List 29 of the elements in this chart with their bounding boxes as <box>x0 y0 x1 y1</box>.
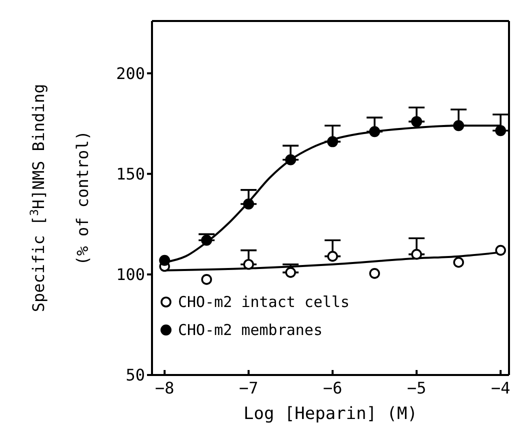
x-tick-label: −7 <box>238 378 258 398</box>
x-tick-label: −8 <box>154 378 174 398</box>
x-tick-label: −5 <box>406 378 426 398</box>
point <box>285 267 296 278</box>
point <box>327 136 338 148</box>
y-tick-label: 50 <box>126 366 145 385</box>
point <box>243 198 254 210</box>
point <box>285 154 296 166</box>
y-tick-label: 100 <box>116 265 145 284</box>
point <box>327 250 338 262</box>
point <box>453 256 464 268</box>
y-tick-label: 200 <box>116 64 145 83</box>
y-tick-label: 150 <box>116 164 145 184</box>
point <box>369 126 380 138</box>
point <box>411 116 422 128</box>
point <box>243 258 254 270</box>
legend-label: CHO-m2 intact cells <box>178 293 350 311</box>
point <box>369 268 380 279</box>
point <box>495 125 506 136</box>
x-axis-title: Log [Heparin] (M) <box>244 404 418 424</box>
x-tick-label: −6 <box>322 378 342 398</box>
x-tick-label: −4 <box>490 378 510 398</box>
point <box>495 244 506 256</box>
point <box>201 234 212 246</box>
point <box>159 254 170 266</box>
legend-label: CHO-m2 membranes <box>178 321 322 339</box>
point <box>453 120 464 132</box>
point <box>411 248 422 260</box>
point <box>201 274 212 285</box>
